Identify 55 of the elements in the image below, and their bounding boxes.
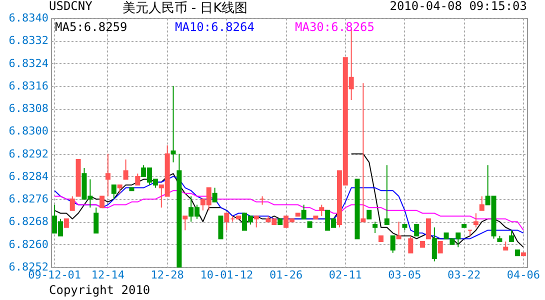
- candlestick: [123, 158, 128, 180]
- candlestick: [170, 85, 176, 163]
- x-tick-label: 10-01-12: [200, 268, 254, 282]
- x-tick-label: 01-26: [269, 268, 303, 282]
- text: Copyright 2010: [49, 283, 150, 297]
- candlestick: [396, 221, 402, 240]
- text: MA10:6.8264: [175, 20, 254, 34]
- y-tick-label: 6.8292: [8, 147, 48, 160]
- candlestick: [70, 196, 75, 211]
- y-tick-label: 6.8284: [8, 170, 49, 183]
- line-series: [54, 176, 524, 240]
- y-tick-label: 6.8276: [8, 192, 48, 206]
- x-tick-label: 03-05: [388, 268, 422, 282]
- candlestick: [212, 187, 218, 202]
- candlestick: [384, 164, 390, 226]
- y-tick-label: 6.8300: [8, 124, 48, 138]
- x-tick-label: 12-14: [91, 268, 125, 282]
- candlestick: [390, 235, 396, 254]
- x-tick-label: 09-12-01: [28, 268, 82, 282]
- candlestick: [473, 212, 478, 228]
- candlestick: [111, 184, 116, 200]
- candlestick: [479, 196, 484, 211]
- candlestick: [438, 241, 443, 254]
- text: MA30:6.8265: [295, 20, 374, 34]
- text: 2010-04-08 09:15:03: [390, 0, 527, 13]
- candlestick: [408, 235, 414, 254]
- y-tick-label: 6.8316: [8, 79, 48, 92]
- candlestick: [360, 82, 366, 222]
- candlestick: [426, 218, 431, 240]
- text: MA5:6.8259: [55, 20, 128, 34]
- y-tick-label: 6.8324: [8, 56, 49, 70]
- candlestick: [135, 173, 140, 186]
- x-tick-label: 04-06: [506, 268, 540, 282]
- y-tick-label: 6.8340: [8, 12, 48, 24]
- candlestick: [301, 204, 306, 220]
- y-tick-label: 6.8268: [8, 215, 48, 228]
- candlestick: [319, 204, 324, 217]
- y-tick-label: 6.8260: [8, 238, 48, 251]
- y-tick-label: 6.8308: [8, 102, 48, 116]
- x-tick-label: 02-11: [328, 268, 362, 282]
- candlestick: [509, 230, 514, 242]
- y-tick-label: 6.8332: [8, 34, 48, 48]
- candlestick: [432, 226, 437, 262]
- candlestick: [182, 216, 188, 231]
- candlestick: [372, 221, 378, 234]
- candlestick: [414, 224, 420, 236]
- candlestick: [254, 216, 259, 228]
- candlestick: [100, 196, 105, 208]
- x-tick-label: 03-22: [448, 268, 481, 282]
- candlestick: [105, 153, 110, 197]
- candlestick: [94, 207, 99, 234]
- chart-subtitle: USDCNY: [49, 0, 94, 13]
- candlestick: [218, 216, 224, 240]
- x-tick-label: 12-28: [150, 268, 184, 282]
- chart-title: 美元人民币 - 日K线图: [122, 0, 248, 16]
